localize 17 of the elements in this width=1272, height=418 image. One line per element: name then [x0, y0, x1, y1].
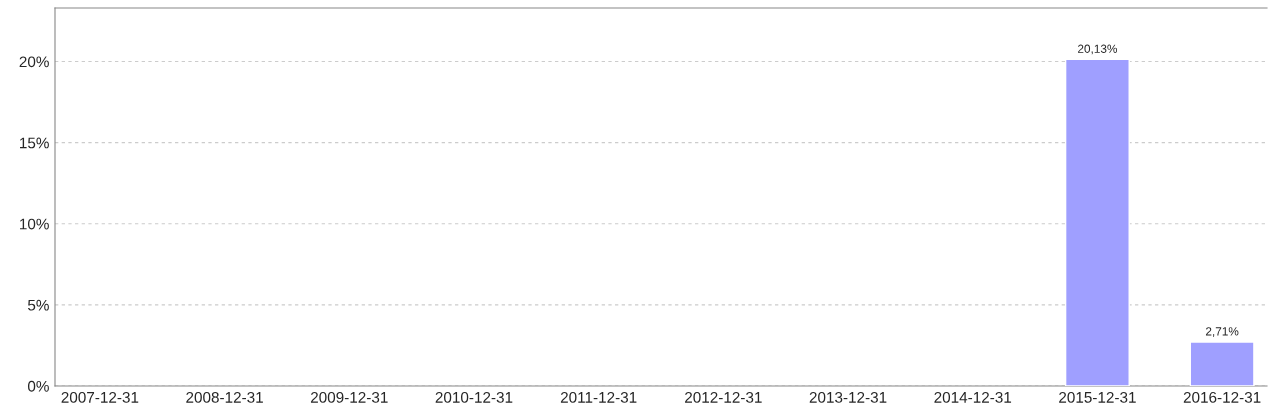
x-tick-label: 2014-12-31 — [934, 391, 1012, 403]
y-tick-label: 10% — [20, 218, 49, 230]
x-tick-label: 2016-12-31 — [1183, 391, 1261, 403]
x-tick-label: 2007-12-31 — [61, 391, 139, 403]
y-tick-label: 15% — [20, 137, 49, 149]
x-tick-label: 2008-12-31 — [186, 391, 263, 403]
x-tick-label: 2011-12-31 — [560, 391, 637, 403]
x-tick-label: 2015-12-31 — [1059, 391, 1136, 403]
x-tick-label: 2009-12-31 — [310, 391, 388, 403]
data-label: 20,13% — [1077, 44, 1118, 55]
x-tick-label: 2012-12-31 — [685, 391, 762, 403]
data-label: 2,71% — [1205, 327, 1239, 337]
y-tick-label: 5% — [27, 299, 49, 311]
x-tick-label: 2010-12-31 — [435, 391, 513, 403]
y-tick-label: 20% — [19, 56, 49, 68]
x-tick-label: 2013-12-31 — [809, 391, 887, 403]
y-tick-label: 0% — [27, 380, 49, 392]
